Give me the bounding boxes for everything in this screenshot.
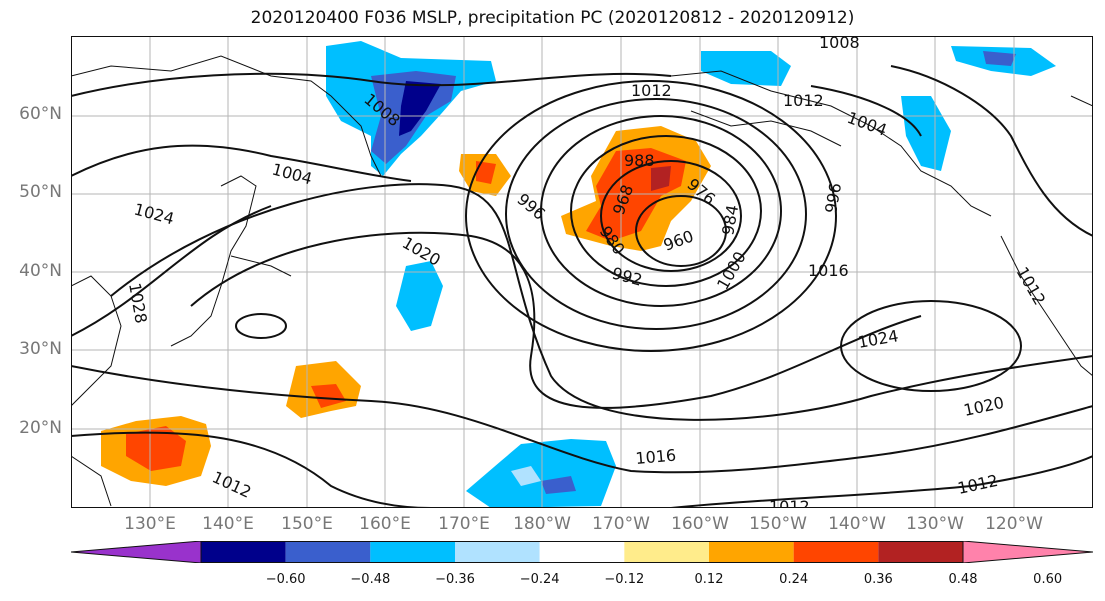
precip-negative-area: [983, 51, 1016, 66]
graticule: [71, 36, 1093, 508]
precip-negative-area: [399, 81, 441, 136]
colorbar-segment: [793, 541, 879, 563]
isobar-label: 1012: [1013, 264, 1050, 309]
colorbar-segment: [201, 541, 286, 563]
precip-positive-area: [126, 426, 186, 471]
lat-label-60n: 60°N: [19, 104, 62, 124]
colorbar-tick-label: 0.48: [948, 572, 978, 587]
isobars: [71, 65, 1093, 508]
isobar-label: 1012: [631, 81, 672, 100]
colorbar-tick-label: −0.48: [350, 572, 391, 587]
precip-negative-area: [541, 476, 576, 494]
isobar-label: 992: [610, 264, 644, 290]
precip-positive-area: [476, 161, 496, 184]
colorbar-tick-label: −0.12: [604, 572, 645, 587]
precip-negative-area: [511, 466, 541, 486]
colorbar-tick-label: −0.24: [519, 572, 560, 587]
isobar-label: 1020: [962, 393, 1006, 420]
colorbar-segment: [370, 541, 455, 563]
colorbar-segment: [709, 541, 794, 563]
isobar-label: 1012: [209, 467, 254, 501]
isobar-label: 1012: [956, 471, 1000, 498]
isobar-label: 1024: [132, 200, 176, 229]
precip-negative-area: [396, 261, 443, 331]
isobar-label: 1028: [125, 281, 151, 324]
colorbar-tick-label: 0.24: [779, 572, 809, 587]
lon-label: 130°E: [124, 514, 176, 534]
precip-positive-area: [651, 166, 671, 191]
lon-label: 120°W: [985, 514, 1043, 534]
lon-label: 140°E: [202, 514, 254, 534]
lat-label-50n: 50°N: [19, 182, 62, 202]
map-title: 2020120400 F036 MSLP, precipitation PC (…: [250, 8, 855, 28]
precip-negative-area: [701, 51, 791, 86]
map-panel: 1008 1008 1012 1012 1004 1004 1024 1028 …: [71, 36, 1093, 508]
lat-label-40n: 40°N: [19, 261, 62, 281]
colorbar-segment: [455, 541, 540, 563]
precip-negative-area: [466, 439, 616, 508]
colorbar-tick-label: 0.12: [694, 572, 724, 587]
colorbar-segment: [624, 541, 709, 563]
isobar-label: 1000: [713, 248, 750, 293]
precip-positive-area: [311, 384, 346, 408]
coastlines: [71, 55, 1093, 507]
lon-label: 160°W: [671, 514, 729, 534]
isobar-label: 1012: [769, 497, 810, 508]
isobar-label: 1016: [808, 261, 849, 280]
colorbar-frame: [200, 541, 964, 563]
colorbar-tick-label: 0.60: [1033, 572, 1063, 587]
colorbar-tick-label: −0.60: [265, 572, 306, 587]
colorbar: [71, 541, 1093, 563]
lat-label-20n: 20°N: [19, 418, 62, 438]
isobar-label: 1008: [819, 36, 860, 52]
precip-shading: [101, 41, 1056, 508]
colorbar-segment: [71, 541, 202, 563]
colorbar-segment: [285, 541, 371, 563]
map-svg: 1008 1008 1012 1012 1004 1004 1024 1028 …: [71, 36, 1093, 508]
colorbar-segment: [539, 541, 625, 563]
isobar-label: 1024: [856, 326, 899, 352]
lon-label: 150°W: [749, 514, 807, 534]
isobar-label: 1016: [635, 446, 677, 468]
colorbar-tick-label: 0.36: [863, 572, 893, 587]
lon-label: 140°W: [828, 514, 886, 534]
map-border: [71, 36, 1093, 508]
isobar-label: 988: [624, 151, 655, 170]
isobar-label: 1004: [270, 160, 314, 189]
colorbar-segment: [878, 541, 963, 563]
colorbar-tick-label: −0.36: [435, 572, 475, 587]
precip-negative-area: [901, 96, 951, 171]
lon-label: 180°W: [513, 514, 571, 534]
colorbar-segment: [962, 541, 1093, 563]
lon-label: 150°E: [281, 514, 333, 534]
isobar-label: 1012: [783, 91, 824, 110]
colorbar-segments: [71, 541, 1093, 563]
lon-label: 160°E: [359, 514, 411, 534]
isobar-label: 1004: [845, 108, 890, 140]
lon-label: 170°E: [438, 514, 490, 534]
lat-label-30n: 30°N: [19, 339, 62, 359]
isobar-label: 996: [821, 181, 845, 214]
lon-label: 170°W: [592, 514, 650, 534]
lon-label: 130°W: [906, 514, 964, 534]
